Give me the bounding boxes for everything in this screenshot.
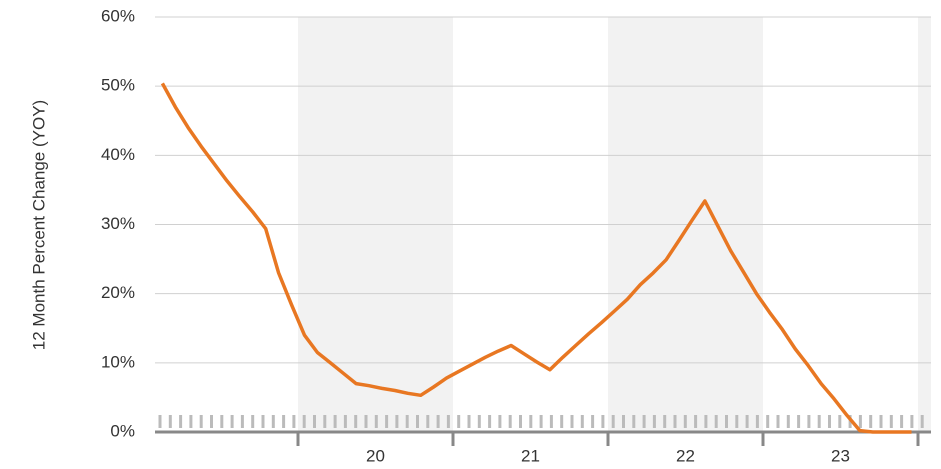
line-series <box>160 82 912 434</box>
x-tick-label: 23 <box>831 446 850 465</box>
y-axis-title: 12 Month Percent Change (YOY) <box>29 100 48 350</box>
y-tick-label: 60% <box>101 6 135 25</box>
y-tick-label: 10% <box>101 352 135 371</box>
x-tick-label: 21 <box>521 446 540 465</box>
x-tick-label: 20 <box>366 446 385 465</box>
y-tick-label: 0% <box>110 421 135 440</box>
y-tick-label: 30% <box>101 214 135 233</box>
y-tick-label: 50% <box>101 76 135 95</box>
y-tick-label: 40% <box>101 145 135 164</box>
y-tick-label: 20% <box>101 283 135 302</box>
x-tick-label: 22 <box>676 446 695 465</box>
